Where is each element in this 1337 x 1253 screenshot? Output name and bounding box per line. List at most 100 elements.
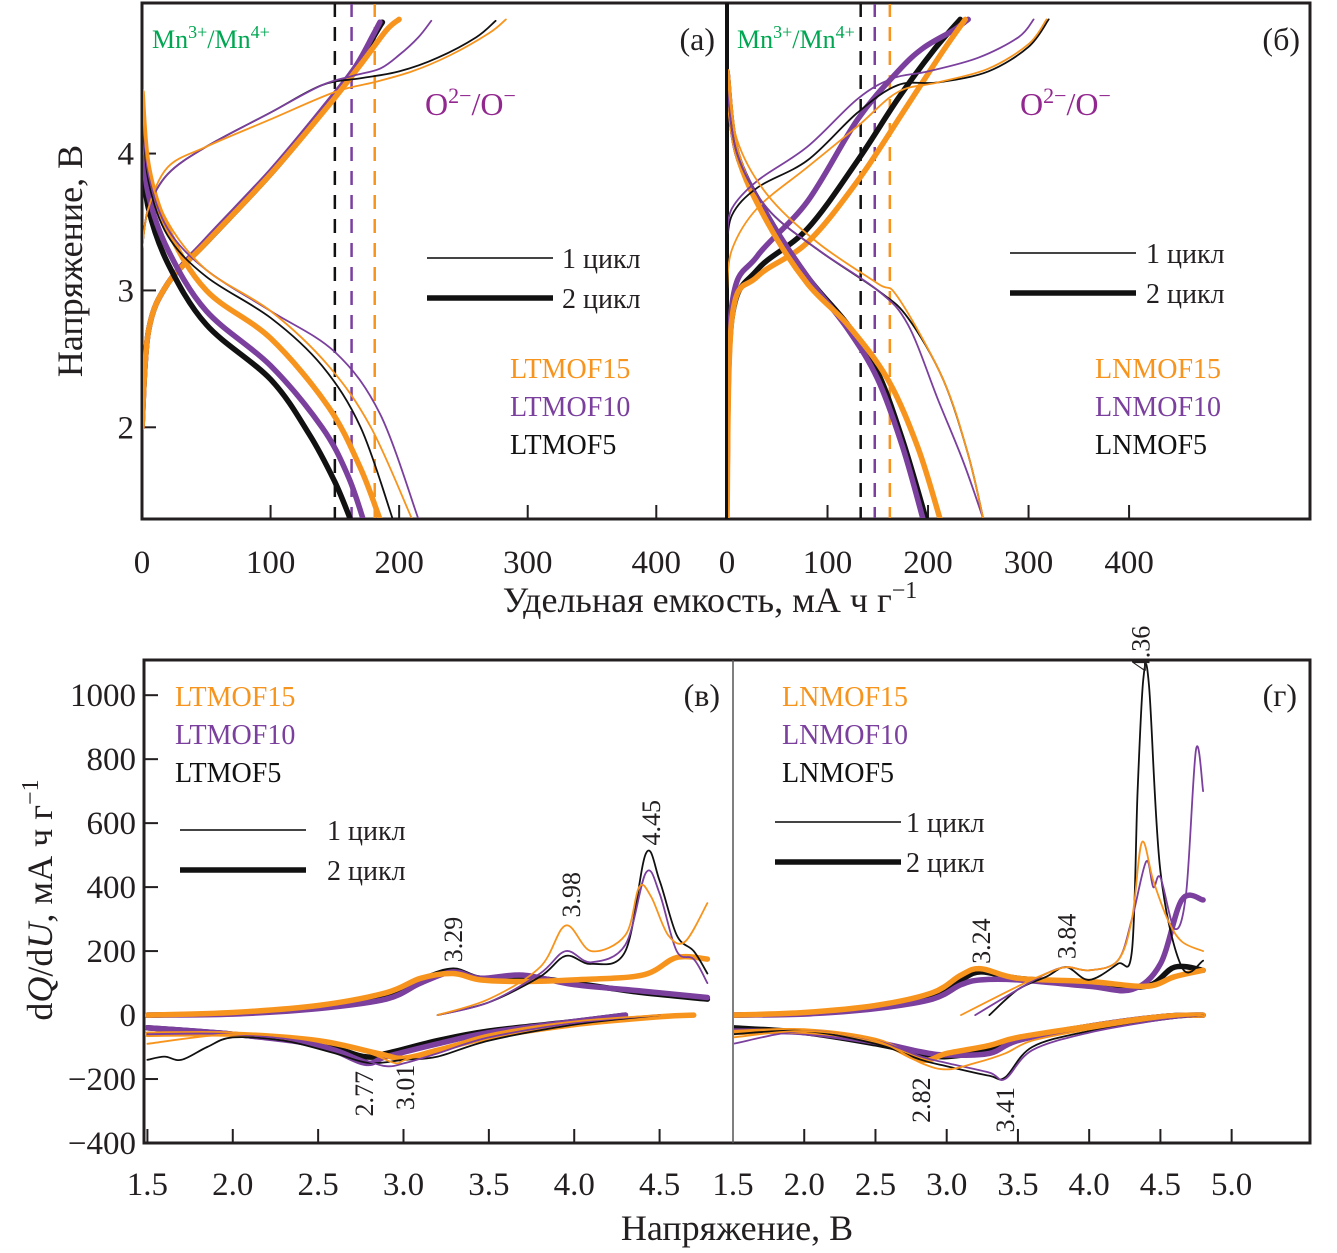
plot-area xyxy=(143,4,507,518)
panel-frames xyxy=(140,1,1312,1145)
series-line xyxy=(145,1012,697,1062)
cycle-legend-label: 1 цикл xyxy=(1146,239,1225,270)
top-x-axis-title: Удельная емкость, мА ч г−1 xyxy=(503,578,918,620)
x-tick-label: 2.0 xyxy=(784,1167,825,1203)
y-tick-label: −200 xyxy=(68,1062,136,1098)
series-line xyxy=(728,16,968,518)
mn-redox-label: Mn3+/Mn4+ xyxy=(152,22,270,54)
series-line xyxy=(728,85,984,518)
x-tick-label: 3.5 xyxy=(468,1167,509,1203)
peak-annotation: 3.24 xyxy=(967,918,996,964)
mn-redox-label: Mn3+/Mn4+ xyxy=(737,22,855,54)
series-line xyxy=(728,18,1035,235)
legend-sample-name: LNMOF10 xyxy=(782,720,908,751)
series-line xyxy=(734,965,1206,1018)
cycle-legend-label: 1 цикл xyxy=(562,244,641,275)
bottom-panels-frame xyxy=(142,658,1312,1145)
y-tick-label: 2 xyxy=(118,410,135,446)
x-tick-label: 4.5 xyxy=(1140,1167,1181,1203)
x-tick-label: 300 xyxy=(1004,545,1054,581)
x-tick-label: 2.0 xyxy=(212,1167,253,1203)
plot-area xyxy=(145,849,711,1068)
series-line xyxy=(436,883,709,1016)
y-tick-label: 1000 xyxy=(70,678,136,714)
series-line xyxy=(146,1014,661,1068)
y-tick-label: 3 xyxy=(118,273,135,309)
x-tick-label: 4.0 xyxy=(554,1167,595,1203)
cycle-legend-label: 2 цикл xyxy=(327,856,406,887)
peak-annotation: 4.45 xyxy=(637,800,666,846)
panel-c: 1.5 2.0 2.5 3.0 3.5 4.0 4.5 −400 −200 0 200 400 600 8… xyxy=(68,677,720,1203)
series-line xyxy=(960,840,1204,1016)
y-tick-label: 600 xyxy=(87,806,137,842)
bottom-y-title-q: Q xyxy=(20,977,60,1003)
x-tick-label: 3.0 xyxy=(383,1167,424,1203)
top-x-axis-title-sup: −1 xyxy=(892,578,918,604)
x-tick-label: 2.5 xyxy=(298,1167,339,1203)
series-line xyxy=(728,16,971,485)
legend-sample-name: LTMOF5 xyxy=(175,758,281,789)
x-tick-label: 4.0 xyxy=(1069,1167,1110,1203)
peak-annotation: 3.01 xyxy=(391,1065,420,1111)
y-tick-label: 0 xyxy=(120,998,137,1034)
legend-sample-name: LTMOF10 xyxy=(175,720,295,751)
series-line xyxy=(728,72,984,518)
peak-annotation: 2.82 xyxy=(907,1077,936,1123)
bottom-y-title-d2: /d xyxy=(20,949,60,977)
series-line xyxy=(146,1014,661,1065)
peak-annotation: 3.41 xyxy=(991,1087,1020,1133)
y-tick-label: 4 xyxy=(118,137,135,173)
cycle-legend-label: 1 цикл xyxy=(906,808,985,839)
series-line xyxy=(734,1014,1204,1071)
series-line xyxy=(143,18,507,249)
legend-sample-name: LTMOF10 xyxy=(510,392,630,423)
plot-area xyxy=(728,4,1050,518)
legend-sample-name: LNMOF5 xyxy=(1095,430,1207,461)
oxygen-redox-label: O2−/O− xyxy=(425,83,516,122)
series-line xyxy=(145,953,711,1018)
x-tick-label: 3.0 xyxy=(926,1167,967,1203)
series-line xyxy=(436,869,709,1016)
panel-label: (г) xyxy=(1263,677,1297,713)
x-tick-label: 0 xyxy=(134,545,151,581)
x-tick-label: 200 xyxy=(903,545,953,581)
series-line xyxy=(728,18,1050,249)
x-tick-label: 1.5 xyxy=(712,1167,753,1203)
panel-label: (б) xyxy=(1262,21,1300,57)
cycle-legend-label: 2 цикл xyxy=(906,848,985,879)
y-tick-label: 400 xyxy=(87,870,137,906)
bottom-y-title-sup: −1 xyxy=(18,779,44,805)
panel-a: 0 100 200 300 400 2 3 4 (a) LTMOF15 LTMOF10 LTMOF5 1… xyxy=(118,4,715,581)
x-tick-label: 100 xyxy=(803,545,853,581)
series-line xyxy=(146,1014,661,1065)
legend-sample-name: LNMOF5 xyxy=(782,758,894,789)
bottom-y-title-d1: d xyxy=(20,1003,60,1021)
bottom-y-title-u: U xyxy=(20,921,60,949)
panel-b: 0 100 200 300 400 (б) LNMOF15 LNMOF10 LNMOF5 1 ци… xyxy=(719,4,1300,581)
top-x-axis-title-text: Удельная емкость, мА ч г xyxy=(503,580,892,620)
bottom-y-axis-title: dQ/dU, мА ч г−1 xyxy=(18,779,60,1020)
y-tick-label: −400 xyxy=(68,1126,136,1162)
series-line xyxy=(143,93,413,518)
x-tick-label: 400 xyxy=(632,545,682,581)
oxygen-redox-label: O2−/O− xyxy=(1020,83,1111,122)
series-line xyxy=(143,113,394,518)
x-tick-label: 200 xyxy=(374,545,424,581)
bottom-y-title-unit: , мА ч г xyxy=(20,805,60,923)
bottom-x-axis-title: Напряжение, В xyxy=(621,1208,853,1248)
panel-label: (в) xyxy=(684,677,720,713)
series-line xyxy=(728,18,1048,290)
legend-sample-name: LNMOF10 xyxy=(1095,392,1221,423)
series-line xyxy=(728,68,926,518)
y-tick-label: 800 xyxy=(87,742,137,778)
peak-annotation: 3.29 xyxy=(439,917,468,963)
series-line xyxy=(143,16,402,430)
series-line xyxy=(988,662,1204,1016)
legend-sample-name: LTMOF5 xyxy=(510,430,616,461)
series-line xyxy=(143,106,420,518)
x-tick-label: 300 xyxy=(503,545,553,581)
series-line xyxy=(143,19,497,249)
x-tick-label: 0 xyxy=(719,545,736,581)
peak-annotation: 4.36 xyxy=(1126,626,1155,672)
